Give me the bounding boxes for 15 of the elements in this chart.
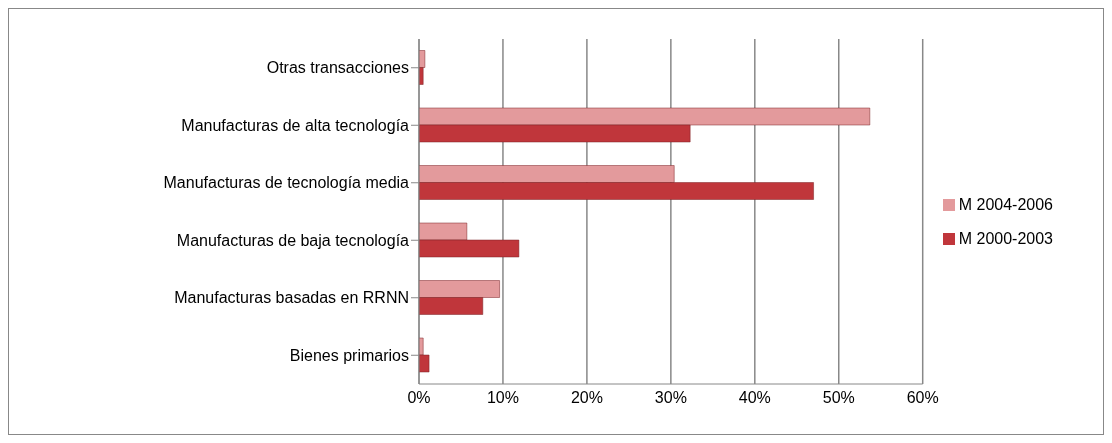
- y-tick-label: Manufacturas de tecnología media: [163, 174, 410, 192]
- legend-label: M 2000-2003: [958, 229, 1053, 247]
- x-tick-label: 30%: [654, 389, 687, 407]
- y-tick-label: Manufacturas de baja tecnología: [176, 231, 410, 249]
- x-tick-label: 60%: [906, 389, 939, 407]
- x-tick-label: 40%: [738, 389, 771, 407]
- y-tick-label: Otras transacciones: [266, 59, 409, 77]
- y-tick-label: Bienes primarios: [289, 346, 409, 364]
- x-tick-label: 0%: [407, 389, 431, 407]
- y-tick-label: Manufacturas de alta tecnología: [181, 116, 410, 134]
- legend-label: M 2004-2006: [958, 195, 1053, 213]
- x-tick-label: 10%: [486, 389, 519, 407]
- x-tick-label: 20%: [570, 389, 603, 407]
- x-tick-label: 50%: [822, 389, 855, 407]
- y-tick-label: Manufacturas basadas en RRNN: [174, 289, 409, 307]
